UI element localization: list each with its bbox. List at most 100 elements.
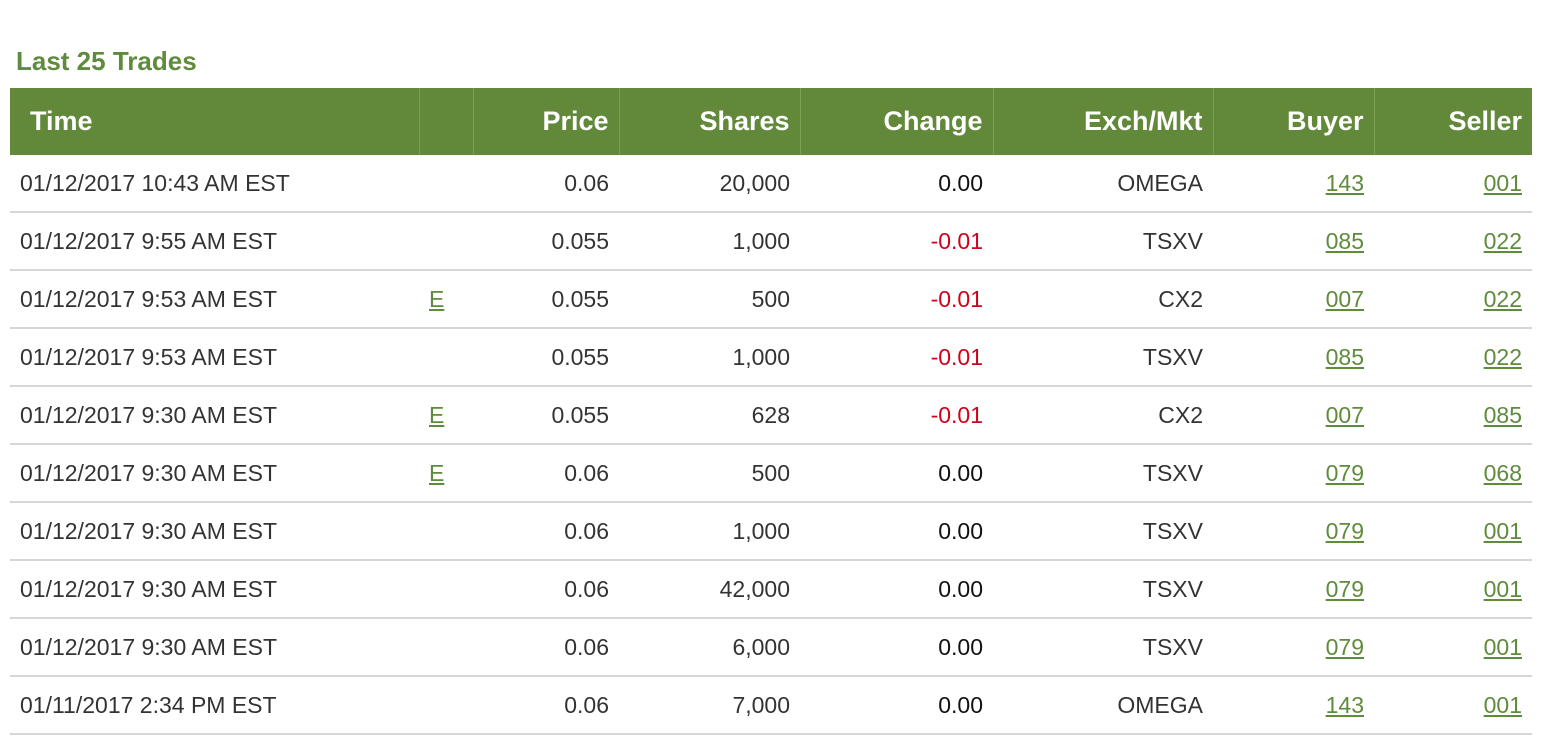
trade-time: 01/12/2017 9:30 AM EST (10, 502, 419, 561)
trade-time: 01/12/2017 9:30 AM EST (10, 386, 419, 445)
trade-shares: 500 (619, 270, 800, 329)
trade-shares: 6,000 (619, 618, 800, 677)
table-row: 01/12/2017 9:30 AM EST E 0.055 628 -0.01 CX2 0… (10, 386, 1532, 445)
trade-shares: 1,000 (619, 212, 800, 271)
trade-buyer-link[interactable]: 007 (1325, 401, 1364, 428)
trade-price: 0.06 (473, 676, 619, 735)
trade-seller-link[interactable]: 022 (1483, 227, 1522, 254)
trade-change: 0.00 (800, 676, 993, 735)
table-row: 01/12/2017 10:43 AM EST 0.06 20,000 0.00 OME… (10, 155, 1532, 213)
trade-shares: 1,000 (619, 328, 800, 387)
trade-time: 01/12/2017 10:43 AM EST (10, 155, 419, 213)
trade-seller-link[interactable]: 001 (1483, 517, 1522, 544)
trade-change: 0.00 (800, 560, 993, 619)
trade-buyer: 085 (1213, 212, 1374, 271)
trade-shares: 500 (619, 444, 800, 503)
trade-buyer: 079 (1213, 560, 1374, 619)
trade-time: 01/12/2017 9:53 AM EST (10, 328, 419, 387)
column-header-exchange: Exch/Mkt (992, 88, 1213, 155)
trade-seller-link[interactable]: 022 (1483, 343, 1522, 370)
trade-time: 01/12/2017 9:53 AM EST (10, 270, 419, 329)
trade-seller-link[interactable]: 001 (1483, 169, 1522, 196)
trade-seller: 001 (1374, 560, 1532, 619)
trade-exchange: TSXV (993, 618, 1213, 677)
trade-buyer: 007 (1213, 386, 1374, 445)
trade-buyer: 079 (1213, 502, 1374, 561)
trade-buyer-link[interactable]: 085 (1325, 343, 1364, 370)
trade-buyer-link[interactable]: 143 (1325, 691, 1364, 718)
trade-seller: 001 (1374, 676, 1532, 735)
trade-seller: 022 (1374, 328, 1532, 387)
trade-price: 0.06 (473, 560, 619, 619)
trade-time: 01/11/2017 2:34 PM EST (10, 676, 419, 735)
trade-flag (419, 212, 473, 271)
trade-exchange: OMEGA (993, 676, 1213, 735)
trade-seller-link[interactable]: 001 (1483, 691, 1522, 718)
trade-buyer-link[interactable]: 079 (1325, 459, 1364, 486)
trade-change: 0.00 (800, 444, 993, 503)
trade-flag (419, 560, 473, 619)
trade-buyer: 079 (1213, 444, 1374, 503)
trade-exchange: TSXV (993, 328, 1213, 387)
trade-buyer-link[interactable]: 143 (1325, 169, 1364, 196)
trade-price: 0.06 (473, 444, 619, 503)
table-row: 01/12/2017 9:30 AM EST 0.06 42,000 0.00 TSXV… (10, 560, 1532, 619)
trades-table-body: 01/12/2017 10:43 AM EST 0.06 20,000 0.00 OME… (10, 155, 1532, 735)
trade-change: 0.00 (800, 618, 993, 677)
trade-shares: 42,000 (619, 560, 800, 619)
trade-exchange: TSXV (993, 560, 1213, 619)
trade-flag (419, 502, 473, 561)
column-header-seller: Seller (1373, 88, 1532, 155)
trade-buyer-link[interactable]: 079 (1325, 633, 1364, 660)
trade-shares: 7,000 (619, 676, 800, 735)
trade-shares: 628 (619, 386, 800, 445)
trade-time: 01/12/2017 9:55 AM EST (10, 212, 419, 271)
trade-seller: 068 (1374, 444, 1532, 503)
trade-buyer: 085 (1213, 328, 1374, 387)
trade-seller-link[interactable]: 022 (1483, 285, 1522, 312)
table-row: 01/12/2017 9:53 AM EST 0.055 1,000 -0.01 TSX… (10, 328, 1532, 387)
trade-seller: 085 (1374, 386, 1532, 445)
trade-seller-link[interactable]: 001 (1483, 575, 1522, 602)
trade-seller: 001 (1374, 502, 1532, 561)
table-row: 01/12/2017 9:55 AM EST 0.055 1,000 -0.01 TSX… (10, 212, 1532, 271)
trade-seller-link[interactable]: 085 (1483, 401, 1522, 428)
trade-flag-link[interactable]: E (429, 459, 445, 486)
column-header-price: Price (472, 88, 619, 155)
trade-exchange: TSXV (993, 444, 1213, 503)
trade-flag (419, 618, 473, 677)
trade-change: -0.01 (800, 270, 993, 329)
trade-buyer-link[interactable]: 007 (1325, 285, 1364, 312)
trade-flag: E (419, 386, 473, 445)
trade-buyer-link[interactable]: 079 (1325, 575, 1364, 602)
trade-buyer-link[interactable]: 085 (1325, 227, 1364, 254)
trade-exchange: CX2 (993, 270, 1213, 329)
trade-seller: 001 (1374, 618, 1532, 677)
trade-buyer: 143 (1213, 676, 1374, 735)
trade-shares: 20,000 (619, 155, 800, 213)
trade-change: 0.00 (800, 155, 993, 213)
trade-change: -0.01 (800, 386, 993, 445)
trade-exchange: CX2 (993, 386, 1213, 445)
column-header-change: Change (799, 88, 993, 155)
trade-flag: E (419, 444, 473, 503)
trade-seller-link[interactable]: 001 (1483, 633, 1522, 660)
trade-price: 0.055 (473, 386, 619, 445)
trade-shares: 1,000 (619, 502, 800, 561)
table-row: 01/12/2017 9:30 AM EST 0.06 6,000 0.00 TSXV 0… (10, 618, 1532, 677)
trade-price: 0.06 (473, 155, 619, 213)
table-row: 01/12/2017 9:30 AM EST E 0.06 500 0.00 TSXV 07… (10, 444, 1532, 503)
trade-time: 01/12/2017 9:30 AM EST (10, 618, 419, 677)
trade-price: 0.06 (473, 502, 619, 561)
trade-flag (419, 155, 473, 213)
trade-exchange: OMEGA (993, 155, 1213, 213)
trade-seller-link[interactable]: 068 (1483, 459, 1522, 486)
trade-change: -0.01 (800, 328, 993, 387)
trade-buyer: 143 (1213, 155, 1374, 213)
trade-flag-link[interactable]: E (429, 401, 445, 428)
trade-flag-link[interactable]: E (429, 285, 445, 312)
trade-time: 01/12/2017 9:30 AM EST (10, 560, 419, 619)
table-row: 01/12/2017 9:30 AM EST 0.06 1,000 0.00 TSXV 0… (10, 502, 1532, 561)
trade-buyer-link[interactable]: 079 (1325, 517, 1364, 544)
